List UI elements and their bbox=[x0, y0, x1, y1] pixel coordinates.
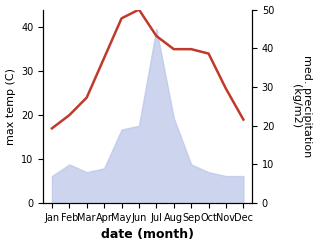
Y-axis label: max temp (C): max temp (C) bbox=[5, 68, 16, 145]
X-axis label: date (month): date (month) bbox=[101, 228, 194, 242]
Y-axis label: med. precipitation
(kg/m2): med. precipitation (kg/m2) bbox=[291, 55, 313, 158]
